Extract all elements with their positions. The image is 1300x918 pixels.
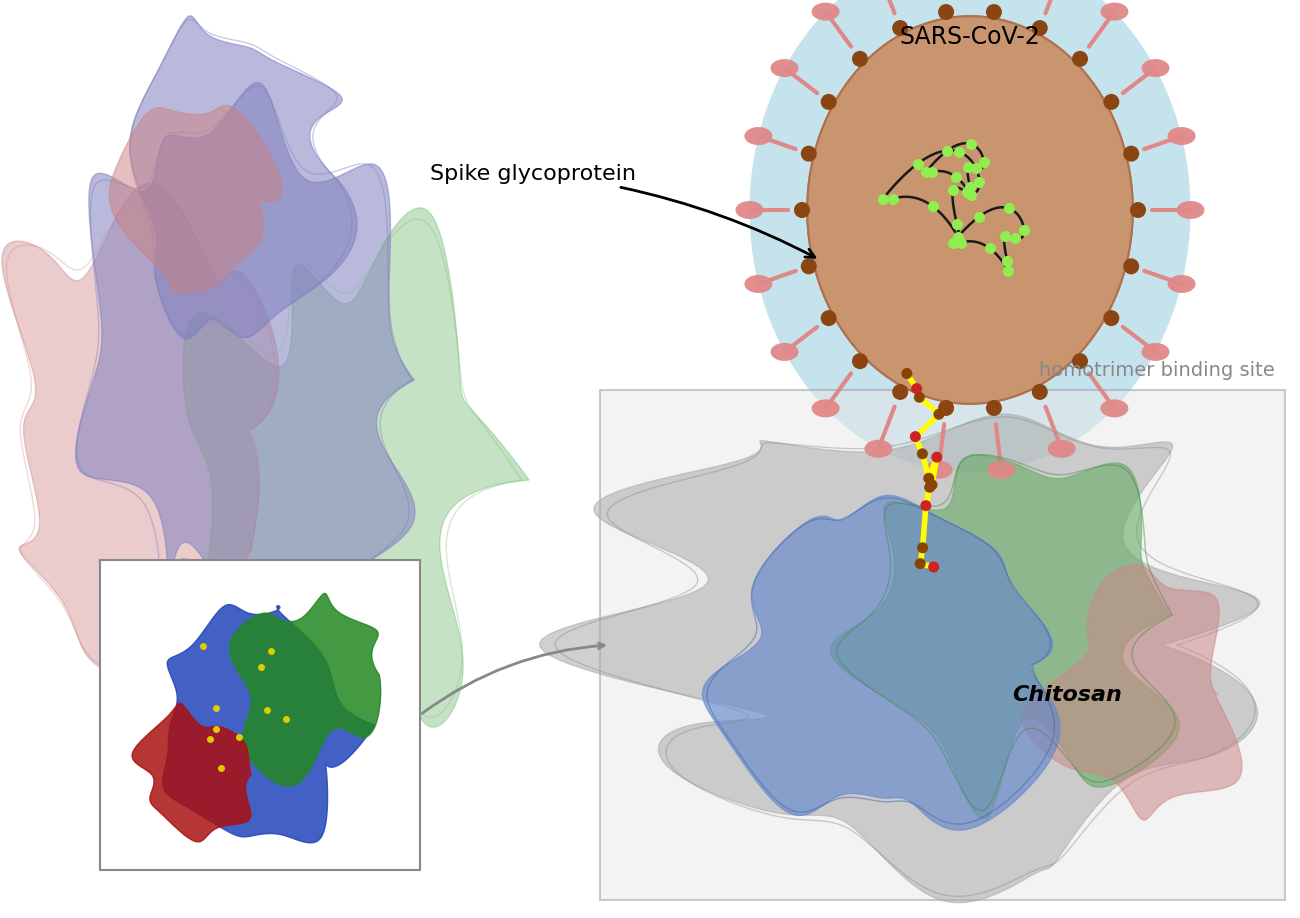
Text: SARS-CoV-2: SARS-CoV-2 — [900, 25, 1040, 49]
Circle shape — [918, 543, 928, 554]
Circle shape — [1123, 146, 1139, 162]
Circle shape — [892, 384, 909, 400]
Circle shape — [985, 400, 1002, 416]
Polygon shape — [130, 16, 358, 339]
Ellipse shape — [1167, 275, 1196, 293]
Polygon shape — [75, 83, 415, 679]
Ellipse shape — [745, 275, 772, 293]
Circle shape — [985, 4, 1002, 20]
Polygon shape — [109, 106, 282, 293]
Ellipse shape — [1167, 127, 1196, 145]
Circle shape — [820, 310, 837, 326]
Ellipse shape — [1048, 440, 1075, 458]
Circle shape — [939, 400, 954, 416]
Circle shape — [924, 482, 935, 493]
Circle shape — [901, 368, 913, 379]
Ellipse shape — [864, 440, 892, 458]
Ellipse shape — [1141, 343, 1170, 361]
Circle shape — [801, 146, 816, 162]
Ellipse shape — [807, 17, 1132, 404]
Polygon shape — [831, 454, 1179, 819]
Circle shape — [939, 4, 954, 20]
Circle shape — [852, 353, 868, 369]
Ellipse shape — [924, 461, 953, 479]
Ellipse shape — [988, 461, 1015, 479]
Circle shape — [1123, 258, 1139, 274]
Polygon shape — [1, 184, 278, 685]
Ellipse shape — [745, 127, 772, 145]
Bar — [601, 390, 1284, 900]
Circle shape — [916, 448, 928, 459]
Circle shape — [1072, 50, 1088, 67]
Ellipse shape — [807, 17, 1132, 404]
Circle shape — [927, 479, 937, 490]
Circle shape — [820, 94, 837, 110]
Ellipse shape — [811, 399, 840, 418]
Circle shape — [923, 473, 935, 484]
Circle shape — [1104, 94, 1119, 110]
Circle shape — [852, 50, 868, 67]
Circle shape — [1032, 20, 1048, 36]
Ellipse shape — [771, 343, 798, 361]
Polygon shape — [133, 703, 251, 842]
Ellipse shape — [1100, 3, 1128, 20]
Circle shape — [911, 383, 922, 394]
Polygon shape — [702, 496, 1060, 830]
Circle shape — [1130, 202, 1147, 218]
Circle shape — [910, 431, 920, 442]
Circle shape — [914, 392, 924, 403]
Circle shape — [1104, 310, 1119, 326]
Ellipse shape — [736, 201, 763, 219]
Ellipse shape — [1176, 201, 1205, 219]
Polygon shape — [1022, 565, 1242, 820]
Bar — [100, 560, 420, 870]
Circle shape — [892, 20, 909, 36]
Polygon shape — [162, 605, 374, 843]
Circle shape — [801, 258, 816, 274]
Circle shape — [933, 409, 944, 420]
Polygon shape — [183, 208, 529, 727]
Ellipse shape — [1100, 399, 1128, 418]
Text: homotrimer binding site: homotrimer binding site — [1039, 361, 1275, 380]
Circle shape — [915, 558, 926, 569]
Circle shape — [931, 452, 942, 463]
Circle shape — [928, 562, 939, 573]
Ellipse shape — [811, 3, 840, 20]
Text: Spike glycoprotein: Spike glycoprotein — [430, 164, 815, 257]
Ellipse shape — [771, 59, 798, 77]
Circle shape — [1032, 384, 1048, 400]
Ellipse shape — [750, 0, 1191, 473]
Polygon shape — [540, 414, 1260, 902]
Polygon shape — [230, 593, 381, 786]
Circle shape — [920, 500, 931, 511]
Circle shape — [1072, 353, 1088, 369]
Circle shape — [794, 202, 810, 218]
Text: Chitosan: Chitosan — [1013, 685, 1122, 705]
Ellipse shape — [1141, 59, 1170, 77]
